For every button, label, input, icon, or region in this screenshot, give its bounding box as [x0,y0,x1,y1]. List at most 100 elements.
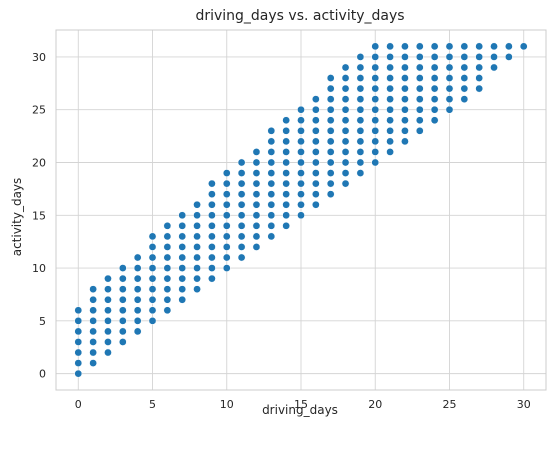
scatter-point [386,148,394,156]
scatter-point [505,53,513,61]
scatter-point [282,158,291,167]
scatter-point [178,232,187,241]
scatter-point [178,295,187,304]
scatter-point [148,243,157,251]
scatter-point [252,243,261,251]
scatter-point [282,211,291,220]
scatter-point [148,253,157,262]
scatter-point [297,148,305,156]
scatter-point [118,306,127,315]
scatter-point [133,295,142,304]
scatter-point [163,221,172,230]
x-axis-ticks: 0 5 10 15 20 25 30 [75,398,531,411]
scatter-point [371,95,380,103]
scatter-point [311,158,320,167]
scatter-point [356,74,365,82]
scatter-point [311,190,320,199]
scatter-point [237,179,246,188]
scatter-point [222,253,231,262]
scatter-point [297,158,305,167]
scatter-point [386,74,394,82]
scatter-point [415,95,424,103]
scatter-point [430,84,439,93]
scatter-point [311,126,320,135]
scatter-point [326,190,335,199]
scatter-point [356,148,365,156]
scatter-point [326,95,335,103]
scatter-point [133,264,142,272]
scatter-point [222,221,231,230]
y-tick-label: 25 [32,104,46,117]
scatter-point [341,169,350,177]
scatter-point [371,105,380,114]
scatter-point [163,295,172,304]
scatter-point [193,243,201,251]
scatter-point [371,126,380,135]
scatter-point [89,359,97,367]
scatter-point [178,274,187,283]
scatter-point [401,53,409,61]
scatter-point [401,84,409,93]
scatter-point [89,338,97,346]
scatter-point [133,317,142,325]
scatter-point [237,158,246,167]
scatter-point [282,200,291,209]
scatter-point [341,116,350,125]
scatter-point [222,211,231,220]
scatter-point [208,190,216,199]
scatter-point [208,243,216,251]
y-axis-ticks: 0 5 10 15 20 25 30 [32,51,46,381]
scatter-point [133,306,142,315]
scatter-point [371,137,380,146]
scatter-point [326,84,335,93]
scatter-point [311,116,320,125]
scatter-point [356,137,365,146]
scatter-point [356,158,365,167]
scatter-point [341,84,350,93]
scatter-point [386,126,394,135]
scatter-point [297,211,305,220]
scatter-point [475,42,484,51]
scatter-point [104,317,112,325]
scatter-point [267,190,276,199]
scatter-point [341,158,350,167]
scatter-point [475,74,484,82]
scatter-point [311,105,320,114]
scatter-point [341,74,350,82]
scatter-point [178,264,187,272]
scatter-point [356,105,365,114]
scatter-point [371,84,380,93]
scatter-point [133,253,142,262]
scatter-point [460,84,469,93]
scatter-point [267,158,276,167]
scatter-point [430,74,439,82]
scatter-point [267,126,276,135]
scatter-point [445,63,454,72]
scatter-point [282,179,291,188]
scatter-point [341,137,350,146]
scatter-point [74,338,83,346]
scatter-point [118,295,127,304]
y-tick-label: 5 [39,315,46,328]
scatter-point [326,137,335,146]
scatter-point [252,158,261,167]
scatter-point [356,95,365,103]
data-points [74,42,528,378]
scatter-point [89,295,97,304]
scatter-point [89,327,97,336]
scatter-point [297,105,305,114]
scatter-point [445,105,454,114]
scatter-point [356,84,365,93]
scatter-point [430,63,439,72]
scatter-point [267,211,276,220]
scatter-point [237,232,246,241]
scatter-point [475,53,484,61]
scatter-point [252,232,261,241]
scatter-point [118,327,127,336]
scatter-point [208,200,216,209]
scatter-point [326,169,335,177]
scatter-point [386,137,394,146]
scatter-point [104,274,112,283]
scatter-point [475,84,484,93]
scatter-point [297,200,305,209]
